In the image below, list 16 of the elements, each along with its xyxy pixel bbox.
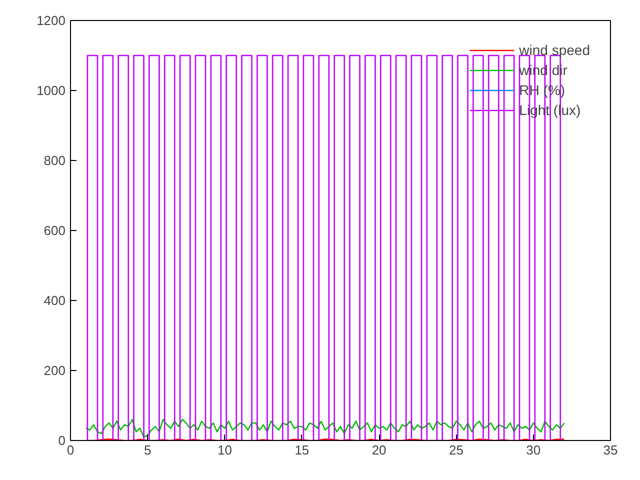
y-tick-label: 600 — [44, 223, 66, 238]
x-tick-label: 20 — [372, 442, 386, 458]
line-series — [85, 418, 565, 438]
x-tick-label: 25 — [448, 442, 464, 458]
x-tick-label: 15 — [294, 442, 310, 458]
y-tick-label: 0 — [58, 433, 66, 448]
x-tick-label: 5 — [144, 442, 152, 458]
x-tick-label: 10 — [218, 442, 232, 458]
y-tick-label: 1000 — [36, 83, 66, 98]
x-tick-label: 35 — [603, 442, 618, 458]
x-tick-label: 30 — [526, 442, 541, 458]
y-tick-label: 400 — [44, 293, 66, 308]
y-tick-label: 200 — [44, 363, 66, 378]
y-tick-label: 800 — [44, 153, 66, 168]
y-tick-label: 1200 — [36, 13, 66, 28]
legend-label: wind speed — [519, 42, 590, 58]
